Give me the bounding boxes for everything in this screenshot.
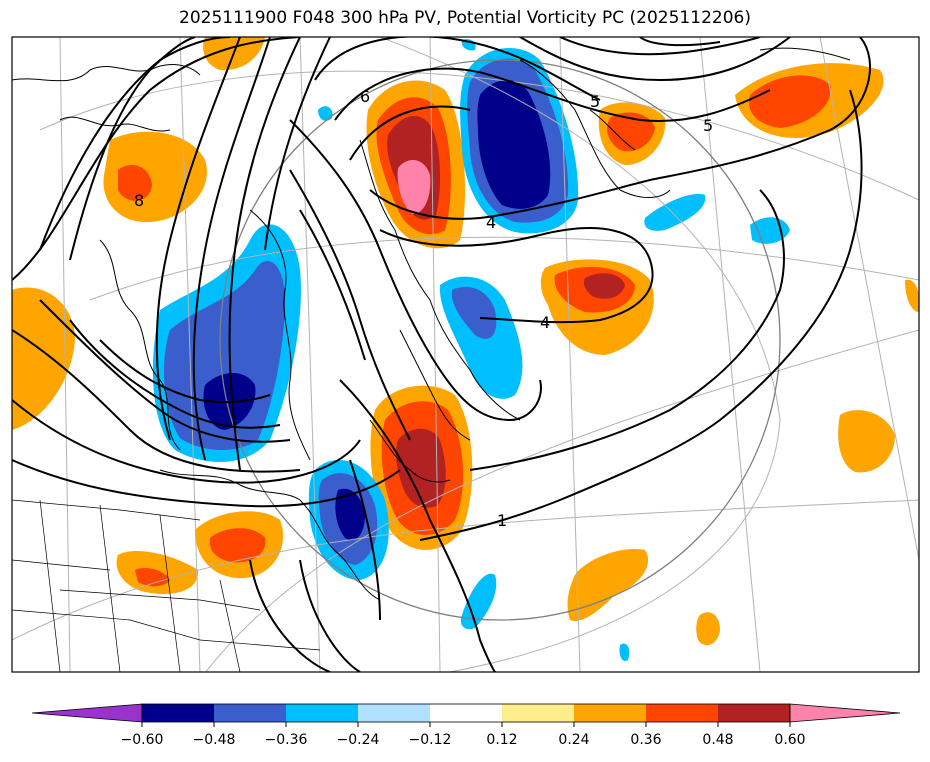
colorbar-swatches [31,703,901,723]
contour-label: 4 [486,213,496,232]
positive-anomaly-northeast-core [748,75,831,128]
colorbar-outline [141,703,791,723]
colorbar-tick-label: 0.24 [558,732,589,748]
contour-label: 6 [360,87,370,106]
colorbar-swatch [142,704,214,722]
colorbar-swatch [502,704,574,722]
colorbar-swatch [430,704,502,722]
colorbar-swatch [574,704,646,722]
negative-anomaly-south-tiny [619,643,630,661]
pv-contours [12,37,871,672]
colorbar-tick-label: −0.12 [409,732,452,748]
colorbar-extend-max [789,703,901,723]
reference-circle [219,59,781,621]
colorbar-tick-label: −0.36 [265,732,308,748]
coastlines [12,47,851,601]
colorbar-swatch [286,704,358,722]
positive-anomaly-ohio-core [135,568,170,587]
contour-label: 1 [497,511,507,530]
positive-anomaly-south-ocean [567,549,649,621]
positive-anomaly-labrador-core [118,165,152,201]
positive-anomaly-central-ocean-strong [583,273,625,299]
contour-label: 5 [590,92,600,111]
contour-labels: 6 5 5 4 4 1 8 [134,87,713,530]
state-borders [12,499,321,672]
contour-label: 4 [540,313,550,332]
contour-label: 8 [134,191,144,210]
pv-shading [12,37,919,661]
negative-anomaly-west-small [318,106,333,121]
colorbar-tick-label: −0.60 [121,732,164,748]
colorbar-swatch [214,704,286,722]
colorbar-tick-label: −0.48 [193,732,236,748]
chart-title: 2025111900 F048 300 hPa PV, Potential Vo… [179,8,751,28]
colorbar-tick-label: 0.60 [774,732,805,748]
positive-anomaly-east-small-core [607,112,655,152]
colorbar-ticks: −0.60 −0.48 −0.36 −0.24 −0.12 0.12 0.24 0.36 0.4… [121,722,806,748]
negative-anomaly-east2 [750,217,790,244]
colorbar-swatch [358,704,430,722]
map-frame [11,36,920,673]
colorbar-swatch [718,704,790,722]
colorbar-tick-label: 0.36 [630,732,661,748]
negative-anomaly-south-streak [460,573,497,630]
positive-anomaly-greenland-west-max [397,159,431,215]
negative-anomaly-greenland-strong [477,80,551,209]
colorbar-swatch [646,704,718,722]
positive-anomaly-great-lakes-core [209,528,266,563]
negative-anomaly-hudson-mid [164,261,285,450]
positive-anomaly-westedge [12,287,75,430]
map-panel: 6 5 5 4 4 1 8 [11,36,920,673]
positive-anomaly-mid-atlantic-east [838,410,895,473]
negative-anomaly-maritimes-strong [335,488,365,541]
negative-anomaly-east1 [644,194,706,231]
colorbar-tick-label: 0.12 [486,732,517,748]
positive-anomaly-newfoundland-strong [396,428,446,508]
positive-anomaly-south-small [696,612,720,646]
colorbar-tick-label: 0.48 [702,732,733,748]
negative-anomaly-labrador-sea-core [451,286,497,339]
colorbar-tick-label: −0.24 [337,732,380,748]
contour-label: 5 [703,116,713,135]
colorbar-extend-min [31,703,143,723]
positive-anomaly-east-edge [905,279,919,312]
